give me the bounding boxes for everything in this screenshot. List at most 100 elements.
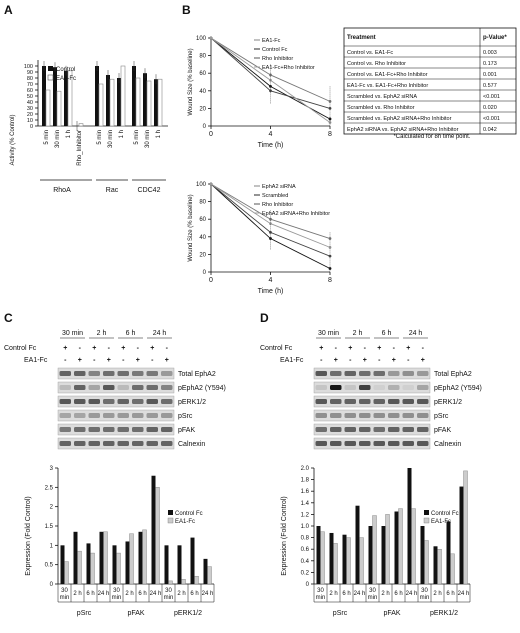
panel-a-group-rac: Rac: [106, 187, 119, 194]
panel-c-band: [132, 427, 144, 432]
panel-d-band: [373, 399, 385, 404]
table-header-pvalue: p-Value*: [483, 35, 507, 41]
panel-c-chart-bar-control: [86, 543, 91, 584]
panel-c-bar-chart: 0 0.5 1 1.5 2 2.5 3 Expression (Fold Control) 30…: [25, 466, 215, 617]
panel-d-band: [417, 399, 429, 404]
panel-d-band: [417, 371, 429, 376]
panel-c-band: [74, 385, 86, 390]
panel-c-sign-ea1: -: [64, 357, 67, 364]
panel-c-blot-strip: [57, 367, 175, 380]
panel-a-category-label: 30 min: [108, 130, 114, 148]
panel-c-chart-bar-ea1fc: [64, 561, 69, 585]
panel-d-chart-category-label: 30: [317, 588, 324, 594]
panel-c-band: [146, 427, 158, 432]
panel-c-sign-ea1: -: [151, 357, 154, 364]
panel-c-band: [117, 413, 129, 418]
panel-d-sign-ea1: +: [334, 357, 338, 364]
panel-d-chart-ytick-label: 1.6: [301, 489, 310, 495]
panel-c-sign-control: +: [121, 345, 125, 352]
panel-c-chart-bar-control: [125, 541, 130, 584]
panel-d-chart-bar-control: [446, 521, 451, 584]
panel-d-band: [388, 441, 400, 446]
panel-c-band: [146, 441, 158, 446]
panel-a-bar-ea1fc: [135, 77, 141, 127]
panel-c-chart-ytick-label: 0: [50, 582, 54, 588]
table-cell-pvalue: 0.001: [483, 72, 497, 78]
panel-a-bar-ea1fc: [109, 78, 115, 127]
panel-c-time-label: 30 min: [62, 330, 83, 337]
panel-d-band: [344, 441, 356, 446]
panel-c-chart-bar-ea1fc: [142, 529, 147, 585]
panel-d-blot-strip: [313, 395, 431, 408]
panel-b-bottom-xlabel: Time (h): [258, 288, 284, 295]
panel-d-chart-bar-ea1fc: [411, 508, 416, 585]
panel-d-time-label: 2 h: [353, 330, 363, 337]
panel-c-band-label: pEphA2 (Y594): [178, 385, 226, 392]
panel-c-chart-bar-control: [60, 545, 65, 584]
panel-c-band: [117, 441, 129, 446]
panel-c-row-label-control: Control Fc: [4, 345, 37, 352]
panel-c-chart-ylabel: Expression (Fold Control): [25, 496, 32, 575]
panel-b-top-legend-label: EA1-Fc: [262, 38, 281, 44]
panel-d-chart-category-label: min: [420, 595, 430, 601]
panel-a-ytick-label: 80: [27, 76, 33, 82]
panel-d-chart-category-label: 2 h: [381, 591, 389, 597]
panel-c-chart-bar-control: [177, 545, 182, 584]
panel-d-band: [373, 385, 385, 390]
table-cell-treatment: EphA2 siRNA vs. EphA2 siRNA+Rho Inhibito…: [347, 127, 459, 133]
panel-c-time-label: 6 h: [126, 330, 136, 337]
panel-c-sign-ea1: +: [165, 357, 169, 364]
panel-c-band: [132, 413, 144, 418]
panel-a-bar-ea1fc: [146, 80, 152, 127]
panel-d-chart-bar-ea1fc: [385, 514, 390, 585]
panel-d-band: [402, 399, 414, 404]
panel-a-bar-control: [117, 78, 121, 126]
panel-c-band: [59, 399, 71, 404]
panel-c-band: [88, 413, 100, 418]
panel-c-band: [146, 399, 158, 404]
panel-b-top-series-point: [209, 36, 213, 40]
panel-d-chart-bar-ea1fc: [333, 543, 338, 585]
panel-c-sign-ea1: +: [107, 357, 111, 364]
panel-d-sign-ea1: +: [363, 357, 367, 364]
panel-c-chart-ytick-label: 2: [50, 505, 54, 511]
panel-a-legend-swatch-ea1fc: [47, 74, 54, 81]
panel-d-band: [315, 413, 327, 418]
panel-a-bar-ea1fc: [78, 123, 84, 127]
panel-a-bar-control: [106, 75, 110, 126]
panel-b-top-series-point: [269, 78, 272, 82]
panel-d-blot-strip: [313, 409, 431, 422]
panel-label-c: C: [4, 311, 13, 325]
panel-c-band-label: pERK1/2: [178, 399, 206, 406]
table-cell-pvalue: <0.001: [483, 116, 500, 122]
panel-c-band: [146, 413, 158, 418]
panel-c-chart-category-label: 24 h: [202, 591, 214, 597]
table-cell-pvalue: 0.003: [483, 50, 497, 56]
panel-a-bar-control: [64, 70, 68, 126]
panel-c-band: [88, 399, 100, 404]
panel-c-band: [74, 399, 86, 404]
panel-b-top-xtick-label: 4: [269, 131, 273, 138]
panel-d-chart-legend-swatch-control: [424, 510, 429, 515]
panel-c-band: [161, 441, 173, 446]
panel-b-bottom-ylabel: Wound Size (% baseline): [188, 194, 194, 261]
panel-d-sign-ea1: -: [320, 357, 323, 364]
panel-a-bar-ea1fc: [157, 78, 163, 127]
panel-d-chart-bar-ea1fc: [346, 537, 351, 585]
panel-b-bottom-xtick-label: 0: [209, 277, 213, 284]
panel-d-band: [388, 385, 400, 390]
panel-a-group-rhoa: RhoA: [53, 187, 71, 194]
panel-c-band: [103, 441, 115, 446]
panel-d-sign-control: -: [422, 345, 425, 352]
panel-d-time-label: 6 h: [382, 330, 392, 337]
panel-c-chart-category-label: 6 h: [86, 591, 94, 597]
panel-c-band-label: Calnexin: [178, 441, 205, 448]
panel-a-bar-control: [154, 79, 158, 126]
panel-d-chart-ytick-label: 0: [306, 582, 310, 588]
panel-c-band: [103, 413, 115, 418]
panel-c-sign-control: +: [92, 345, 96, 352]
panel-a-ytick-label: 70: [27, 82, 33, 88]
panel-b-top-ytick-label: 60: [199, 71, 206, 77]
panel-c-chart-bar-ea1fc: [103, 531, 108, 585]
panel-d-chart-ytick-label: 1.4: [301, 501, 310, 507]
